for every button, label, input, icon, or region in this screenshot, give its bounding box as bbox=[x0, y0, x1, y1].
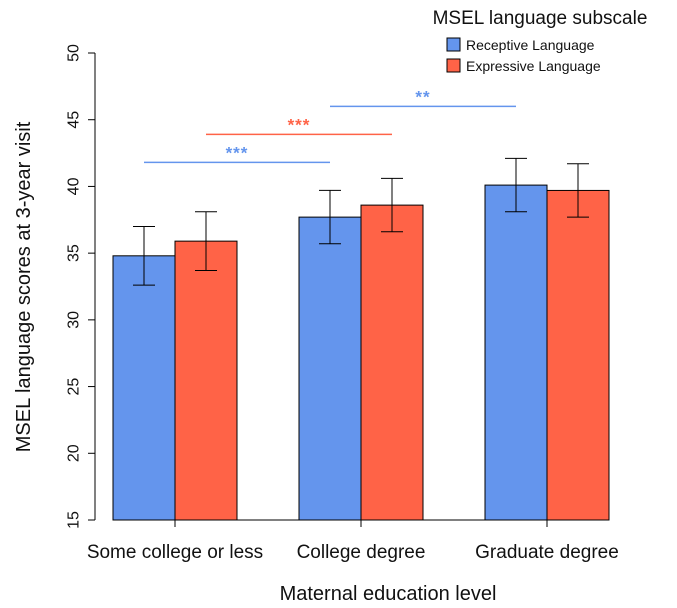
x-axis-title: Maternal education level bbox=[280, 583, 497, 605]
significance-stars: *** bbox=[226, 143, 249, 162]
y-tick-label: 25 bbox=[66, 378, 83, 396]
legend-swatch-expressive bbox=[446, 58, 461, 73]
error-bars bbox=[133, 157, 589, 286]
significance-annotations: ******** bbox=[144, 87, 516, 164]
y-tick-label: 45 bbox=[66, 111, 83, 129]
bar-receptive bbox=[112, 255, 176, 521]
bar-expressive bbox=[546, 189, 610, 521]
y-tick-label: 15 bbox=[66, 511, 83, 529]
legend-label-receptive: Receptive Language bbox=[466, 37, 595, 53]
x-axis: Some college or less College degree Gradua… bbox=[87, 519, 619, 563]
y-tick-label: 50 bbox=[66, 44, 83, 62]
y-tick-label: 30 bbox=[66, 311, 83, 329]
bar-expressive bbox=[360, 204, 424, 521]
significance-stars: ** bbox=[415, 87, 430, 106]
significance-stars: *** bbox=[288, 115, 311, 134]
bar-receptive bbox=[298, 216, 362, 521]
y-axis-title: MSEL language scores at 3-year visit bbox=[13, 121, 35, 452]
x-tick-label: Some college or less bbox=[87, 542, 263, 563]
legend-title: MSEL language subscale bbox=[433, 8, 648, 29]
x-tick-label: Graduate degree bbox=[475, 542, 619, 563]
y-tick-label: 20 bbox=[66, 444, 83, 462]
legend-swatch-receptive bbox=[446, 37, 461, 52]
legend-label-expressive: Expressive Language bbox=[466, 58, 601, 74]
bars bbox=[112, 184, 610, 521]
y-axis: 15 20 25 30 35 40 45 50 bbox=[66, 44, 96, 529]
y-tick-label: 40 bbox=[66, 177, 83, 195]
bar-receptive bbox=[484, 184, 548, 521]
legend: MSEL language subscale Receptive Languag… bbox=[433, 8, 648, 74]
bar-expressive bbox=[174, 240, 238, 521]
x-tick-label: College degree bbox=[297, 542, 426, 563]
y-tick-label: 35 bbox=[66, 244, 83, 262]
